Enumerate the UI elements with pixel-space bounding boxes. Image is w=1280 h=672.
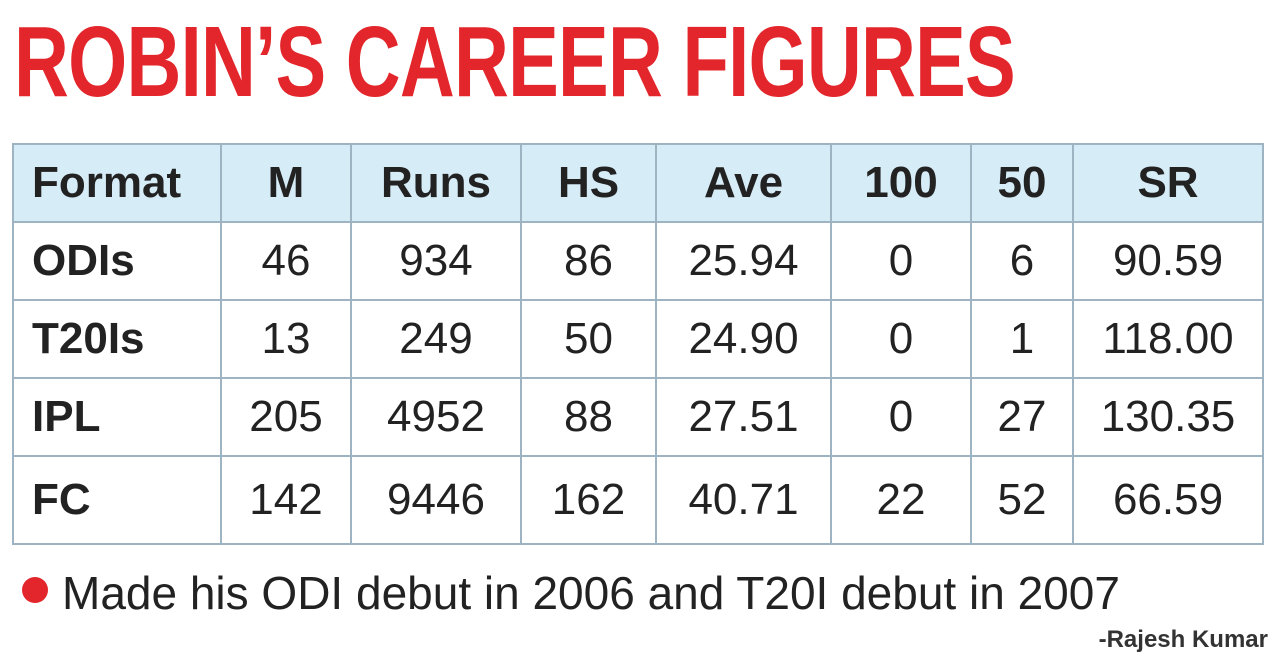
table-cell: 1 bbox=[970, 299, 1074, 379]
row-label: FC bbox=[12, 455, 222, 545]
table-cell: 205 bbox=[220, 377, 352, 457]
table-cell: 50 bbox=[520, 299, 657, 379]
table-cell: 4952 bbox=[350, 377, 522, 457]
table-cell: 40.71 bbox=[655, 455, 832, 545]
bullet bbox=[22, 577, 48, 603]
table-cell: 130.35 bbox=[1072, 377, 1264, 457]
note: Made his ODI debut in 2006 and T20I debu… bbox=[22, 566, 1120, 620]
header-cell: 50 bbox=[970, 143, 1074, 223]
table-cell: 118.00 bbox=[1072, 299, 1264, 379]
header-cell: SR bbox=[1072, 143, 1264, 223]
table-row: T20Is 13 249 50 24.90 0 1 118.00 bbox=[12, 299, 1264, 379]
header-row: Format M Runs HS Ave 100 50 SR bbox=[12, 143, 1264, 223]
table-cell: 0 bbox=[830, 377, 972, 457]
table-row: FC 142 9446 162 40.71 22 52 66.59 bbox=[12, 455, 1264, 545]
header-cell: HS bbox=[520, 143, 657, 223]
credit: -Rajesh Kumar bbox=[1098, 626, 1268, 653]
table-cell: 142 bbox=[220, 455, 352, 545]
table-row: ODIs 46 934 86 25.94 0 6 90.59 bbox=[12, 221, 1264, 301]
table-cell: 86 bbox=[520, 221, 657, 301]
table-cell: 27 bbox=[970, 377, 1074, 457]
table-cell: 88 bbox=[520, 377, 657, 457]
table-cell: 934 bbox=[350, 221, 522, 301]
header-cell: M bbox=[220, 143, 352, 223]
row-label: T20Is bbox=[12, 299, 222, 379]
table-body: Format M Runs HS Ave 100 50 SR ODIs 46 934 86 25.94 0… bbox=[12, 143, 1264, 545]
table-cell: 6 bbox=[970, 221, 1074, 301]
row-label: IPL bbox=[12, 377, 222, 457]
header-cell: Ave bbox=[655, 143, 832, 223]
header-cell: 100 bbox=[830, 143, 972, 223]
note-text: Made his ODI debut in 2006 and T20I debu… bbox=[62, 567, 1120, 619]
stats-table: Format M Runs HS Ave 100 50 SR ODIs 46 934 86 25.94 0… bbox=[12, 143, 1264, 545]
table-row: IPL 205 4952 88 27.51 0 27 130.35 bbox=[12, 377, 1264, 457]
table-cell: 52 bbox=[970, 455, 1074, 545]
table-cell: 9446 bbox=[350, 455, 522, 545]
table-cell: 46 bbox=[220, 221, 352, 301]
table-cell: 0 bbox=[830, 221, 972, 301]
row-label: ODIs bbox=[12, 221, 222, 301]
table-cell: 249 bbox=[350, 299, 522, 379]
title: ROBIN’S CAREER FIGURES bbox=[14, 6, 1016, 118]
table-cell: 22 bbox=[830, 455, 972, 545]
table-cell: 27.51 bbox=[655, 377, 832, 457]
table-cell: 90.59 bbox=[1072, 221, 1264, 301]
table-cell: 13 bbox=[220, 299, 352, 379]
table-cell: 25.94 bbox=[655, 221, 832, 301]
table-cell: 0 bbox=[830, 299, 972, 379]
header-cell: Runs bbox=[350, 143, 522, 223]
table-cell: 162 bbox=[520, 455, 657, 545]
header-cell: Format bbox=[12, 143, 222, 223]
table-cell: 66.59 bbox=[1072, 455, 1264, 545]
table-cell: 24.90 bbox=[655, 299, 832, 379]
